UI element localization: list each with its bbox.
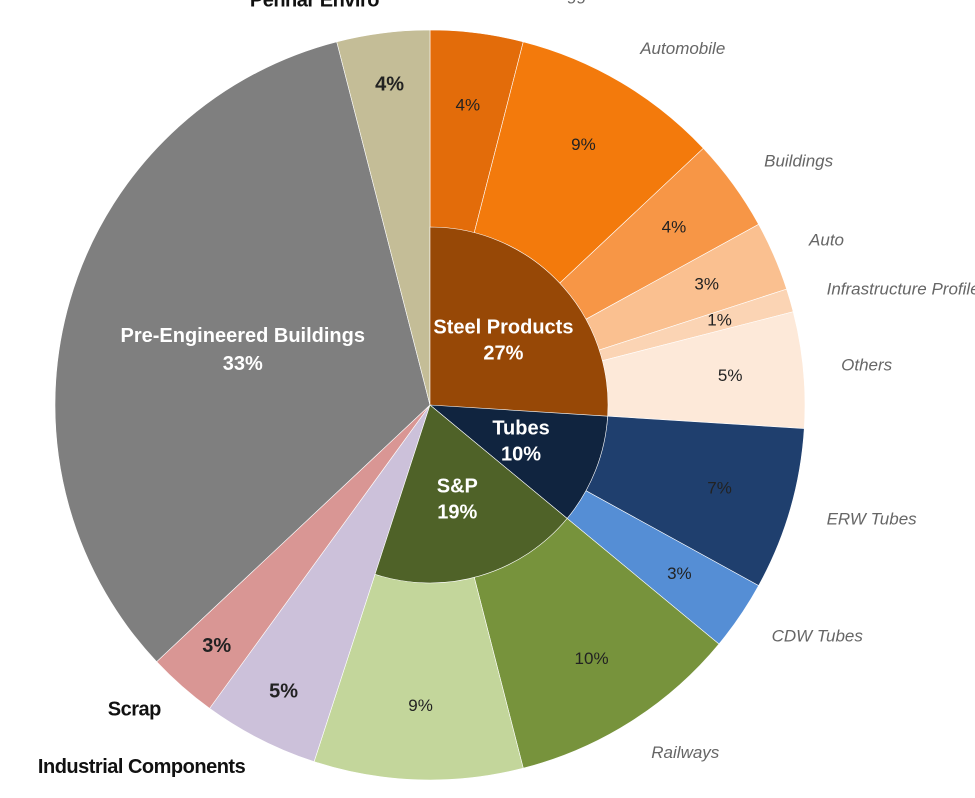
slice-value-label: 3%	[202, 635, 231, 657]
slice-name: CDW Tubes	[772, 627, 864, 646]
slice-value-label: 33%	[223, 353, 263, 375]
slice-value-label: 10%	[575, 649, 609, 668]
inner-value-label: 19%	[437, 501, 477, 523]
slice-name: Buildings	[764, 152, 833, 171]
slice-name: Scrap	[108, 699, 161, 721]
slice-name: General Engg	[482, 0, 587, 4]
inner-value-label: 27%	[483, 343, 523, 365]
slice-value-label: 9%	[571, 135, 596, 154]
slice-value-label: 4%	[375, 73, 404, 95]
inner-slice	[429, 226, 609, 428]
slice-value-label: 3%	[694, 275, 719, 294]
outer-slice	[313, 403, 524, 781]
slice-name: Pennar Enviro	[250, 0, 379, 11]
slice-name: Others	[841, 356, 893, 375]
slice	[336, 29, 431, 406]
slice-name: Automobile	[639, 39, 725, 58]
slice-name: Infrastructure Profile	[827, 279, 975, 298]
slice-value-label: 5%	[718, 366, 743, 385]
slice-value-label: 5%	[269, 681, 298, 703]
slice-value-label: 9%	[408, 696, 433, 715]
slice-name: Auto	[808, 230, 844, 249]
inner-value-label: 10%	[501, 443, 541, 465]
slice-value-label: 7%	[707, 479, 732, 498]
slice-name: Pre-Engineered Buildings	[121, 325, 365, 347]
slice-name: Industrial Components	[38, 756, 246, 778]
inner-name: Steel Products	[433, 317, 573, 339]
inner-name: Tubes	[492, 417, 549, 439]
slice-value-label: 1%	[707, 310, 732, 329]
slice-name: Railways	[651, 743, 720, 762]
inner-slice	[429, 404, 608, 519]
slice	[54, 41, 431, 663]
slice-name: ERW Tubes	[827, 510, 918, 529]
slice-value-label: 4%	[455, 95, 480, 114]
inner-slice	[374, 404, 568, 584]
slice-value-label: 3%	[667, 564, 692, 583]
slice-value-label: 4%	[662, 217, 687, 236]
inner-name: S&P	[437, 475, 478, 497]
